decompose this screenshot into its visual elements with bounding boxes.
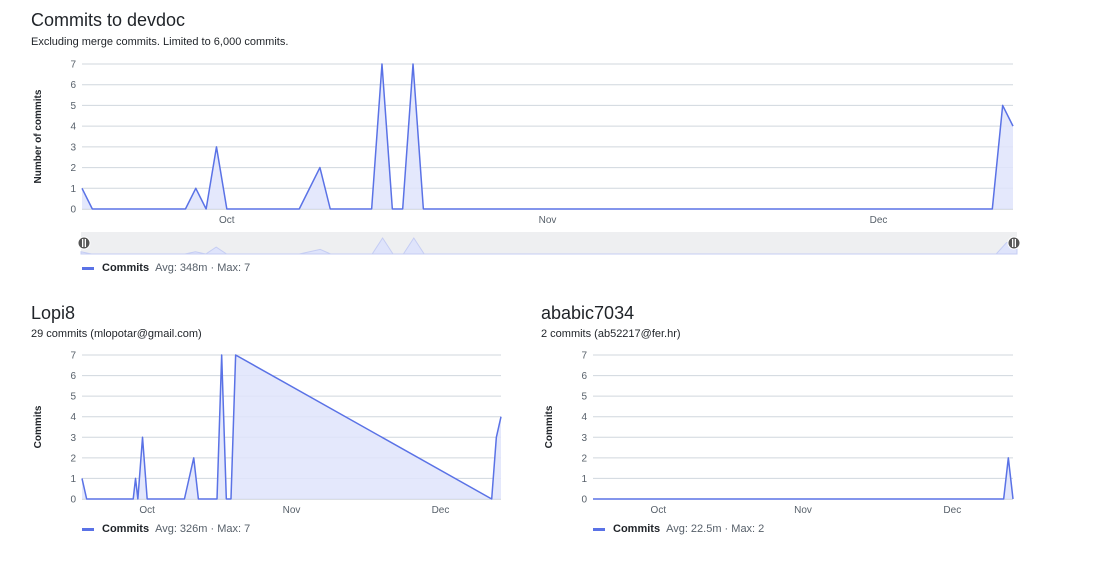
y-tick-label: 4 [581, 412, 587, 423]
y-tick-label: 2 [70, 453, 76, 464]
y-tick-label: 6 [70, 371, 76, 382]
chart-legend: Commits Avg: 348m · Max: 7 [82, 262, 250, 274]
legend-stats: Avg: 22.5m · Max: 2 [666, 523, 765, 535]
range-track [81, 232, 1017, 254]
y-tick-label: 6 [70, 80, 76, 91]
contributor-legend: Commits Avg: 22.5m · Max: 2 [593, 523, 764, 535]
y-tick-label: 7 [581, 351, 587, 362]
legend-swatch [82, 527, 94, 531]
contributor-name[interactable]: ababic7034 [541, 303, 635, 323]
legend-swatch [593, 527, 605, 531]
contributor-subtitle: 2 commits (ab52217@fer.hr) [541, 328, 681, 340]
contributor-legend: Commits Avg: 326m · Max: 7 [82, 523, 250, 535]
y-tick-label: 3 [581, 433, 587, 444]
chart-2: 0 1 2 3 4 5 6 7 Oct Nov Dec Commits [544, 351, 1014, 516]
range-selector[interactable] [77, 231, 1022, 255]
series-line [81, 354, 502, 500]
chart-0: 0 1 2 3 4 5 6 7 Oct Nov Dec Number of commits [33, 60, 1014, 226]
x-tick-label: Oct [651, 505, 667, 516]
contributor-name[interactable]: Lopi8 [31, 303, 76, 323]
range-handle-right[interactable] [1007, 236, 1021, 250]
y-axis-label: Number of commits [33, 89, 44, 183]
y-axis-label: Commits [544, 405, 555, 448]
x-tick-label: Dec [870, 215, 888, 226]
x-tick-label: Nov [794, 505, 812, 516]
y-tick-label: 3 [70, 433, 76, 444]
range-mini-area [80, 237, 1018, 255]
y-tick-label: 3 [70, 142, 76, 153]
y-tick-label: 5 [70, 392, 76, 403]
y-tick-label: 4 [70, 412, 76, 423]
y-tick-label: 7 [70, 351, 76, 362]
x-tick-label: Nov [539, 215, 557, 226]
chart-1: 0 1 2 3 4 5 6 7 Oct Nov Dec Commits [33, 351, 502, 516]
y-tick-label: 0 [70, 205, 76, 216]
y-tick-label: 1 [70, 474, 76, 485]
y-tick-label: 1 [70, 184, 76, 195]
series-area [82, 64, 1013, 209]
range-handle-left[interactable] [77, 236, 91, 250]
contributor-subtitle: 29 commits (mlopotar@gmail.com) [31, 328, 202, 340]
y-tick-label: 6 [581, 371, 587, 382]
x-tick-label: Dec [432, 505, 450, 516]
page-subtitle: Excluding merge commits. Limited to 6,00… [31, 36, 289, 48]
legend-series-name: Commits [102, 262, 150, 274]
y-tick-label: 2 [581, 453, 587, 464]
legend-swatch [82, 266, 94, 270]
x-tick-label: Nov [283, 505, 301, 516]
y-axis-label: Commits [33, 405, 44, 448]
legend-series-name: Commits [102, 523, 150, 535]
y-tick-label: 1 [581, 474, 587, 485]
series-area [82, 355, 501, 499]
y-tick-label: 5 [70, 101, 76, 112]
y-tick-label: 0 [581, 495, 587, 506]
series-line [593, 457, 1014, 500]
x-tick-label: Oct [219, 215, 235, 226]
y-tick-label: 2 [70, 163, 76, 174]
y-tick-label: 0 [70, 495, 76, 506]
x-tick-label: Oct [139, 505, 155, 516]
x-tick-label: Dec [943, 505, 961, 516]
y-tick-label: 7 [70, 60, 76, 71]
y-tick-label: 5 [581, 392, 587, 403]
page-title: Commits to devdoc [31, 10, 186, 30]
y-tick-label: 4 [70, 122, 76, 133]
legend-stats: Avg: 348m · Max: 7 [155, 262, 251, 274]
legend-stats: Avg: 326m · Max: 7 [155, 523, 251, 535]
legend-series-name: Commits [613, 523, 661, 535]
